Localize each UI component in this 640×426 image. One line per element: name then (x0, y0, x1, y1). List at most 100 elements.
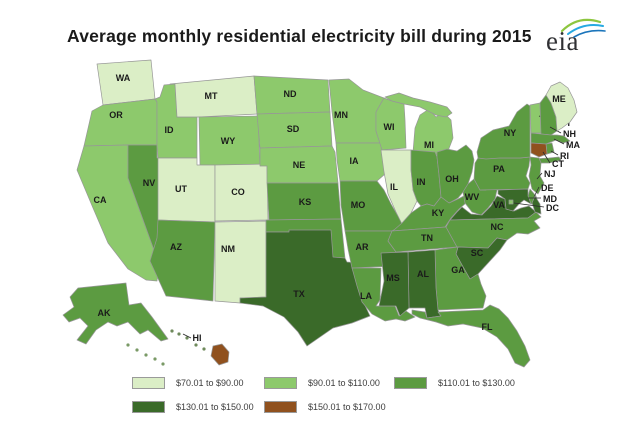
state-label-ar: AR (356, 242, 369, 252)
leader-line-ct (542, 151, 551, 164)
state-label-ms: MS (386, 273, 400, 283)
state-label-fl: FL (482, 322, 493, 332)
state-label-la: LA (360, 291, 372, 301)
state-label-de: DE (541, 183, 554, 193)
legend-swatch-130-150 (132, 401, 165, 413)
state-label-id: ID (165, 125, 175, 135)
state-label-co: CO (231, 187, 245, 197)
state-ct (530, 142, 548, 158)
state-label-nv: NV (143, 178, 156, 188)
state-label-ri: RI (560, 151, 569, 161)
state-vt (529, 102, 542, 134)
state-label-ma: MA (566, 140, 580, 150)
eia-logo: eia (546, 18, 606, 56)
island-dot (161, 362, 165, 366)
state-label-nm: NM (221, 244, 235, 254)
state-label-dc: DC (546, 203, 559, 213)
leader-line-nj (536, 172, 543, 180)
island-dot (170, 329, 174, 333)
legend-label-150-170: $150.01 to $170.00 (308, 402, 386, 412)
state-ak (62, 282, 169, 345)
page-title: Average monthly residential electricity … (67, 26, 532, 46)
island-dot (177, 332, 181, 336)
state-label-hi: HI (193, 333, 202, 343)
legend-label-70-90: $70.01 to $90.00 (176, 378, 244, 388)
legend-swatch-70-90 (132, 377, 165, 389)
state-label-nh: NH (563, 129, 576, 139)
state-label-ut: UT (175, 184, 187, 194)
state-label-wv: WV (465, 192, 480, 202)
island-dot (202, 347, 206, 351)
state-label-in: IN (417, 177, 426, 187)
island-dot (144, 353, 148, 357)
state-in (410, 149, 442, 207)
state-ia (335, 142, 387, 182)
leader-line-ma (553, 138, 565, 145)
state-label-oh: OH (445, 174, 459, 184)
state-label-pa: PA (493, 164, 505, 174)
state-mi (384, 92, 453, 118)
state-label-ak: AK (98, 308, 111, 318)
state-label-tn: TN (421, 233, 433, 243)
state-nm (214, 220, 267, 304)
island-dot (135, 348, 139, 352)
state-tn (387, 226, 458, 253)
legend-label-130-150: $130.01 to $150.00 (176, 402, 254, 412)
state-fl (411, 304, 531, 368)
leader-line-dc (513, 202, 545, 208)
state-label-ia: IA (350, 156, 360, 166)
state-label-ks: KS (299, 197, 312, 207)
state-label-ne: NE (293, 160, 306, 170)
state-az (149, 219, 216, 302)
island-dot (194, 343, 198, 347)
state-label-al: AL (417, 269, 429, 279)
state-dc (508, 199, 514, 205)
state-ms (378, 251, 410, 317)
state-label-ga: GA (451, 265, 465, 275)
legend-swatch-90-110 (264, 377, 297, 389)
state-label-mo: MO (351, 200, 366, 210)
state-label-sd: SD (287, 124, 300, 134)
state-me (545, 81, 578, 132)
state-label-nj: NJ (544, 169, 556, 179)
state-nj (528, 156, 545, 195)
legend-swatch-150-170 (264, 401, 297, 413)
island-dot (126, 343, 130, 347)
state-label-ky: KY (432, 208, 445, 218)
leader-line-ri (550, 150, 559, 156)
state-label-tx: TX (293, 289, 305, 299)
eia-logo-swoosh-icon (560, 18, 606, 38)
state-label-az: AZ (170, 242, 182, 252)
legend-label-110-130: $110.01 to $130.00 (438, 378, 515, 388)
island-dot (153, 357, 157, 361)
state-label-ca: CA (94, 195, 107, 205)
state-label-wa: WA (116, 73, 131, 83)
state-label-mt: MT (205, 91, 218, 101)
state-label-il: IL (390, 182, 399, 192)
state-label-md: MD (543, 194, 557, 204)
state-label-sc: SC (471, 248, 484, 258)
legend-swatch-110-130 (394, 377, 427, 389)
state-label-mn: MN (334, 110, 348, 120)
state-label-ct: CT (552, 159, 564, 169)
state-label-me: ME (552, 94, 566, 104)
island-dot (185, 336, 189, 340)
state-label-ny: NY (504, 128, 517, 138)
legend-label-90-110: $90.01 to $110.00 (308, 378, 380, 388)
leader-line-nh (549, 126, 562, 134)
state-label-mi: MI (424, 140, 434, 150)
state-label-wi: WI (384, 122, 395, 132)
state-la (351, 267, 416, 322)
state-tx (239, 229, 371, 347)
state-or (83, 98, 158, 147)
state-label-nd: ND (284, 89, 297, 99)
state-md (531, 195, 542, 215)
state-hi (210, 343, 230, 366)
state-label-va: VA (493, 200, 505, 210)
state-label-or: OR (109, 110, 123, 120)
leader-line-de (533, 186, 540, 198)
leader-line-hi (182, 333, 192, 339)
state-label-wy: WY (221, 136, 236, 146)
